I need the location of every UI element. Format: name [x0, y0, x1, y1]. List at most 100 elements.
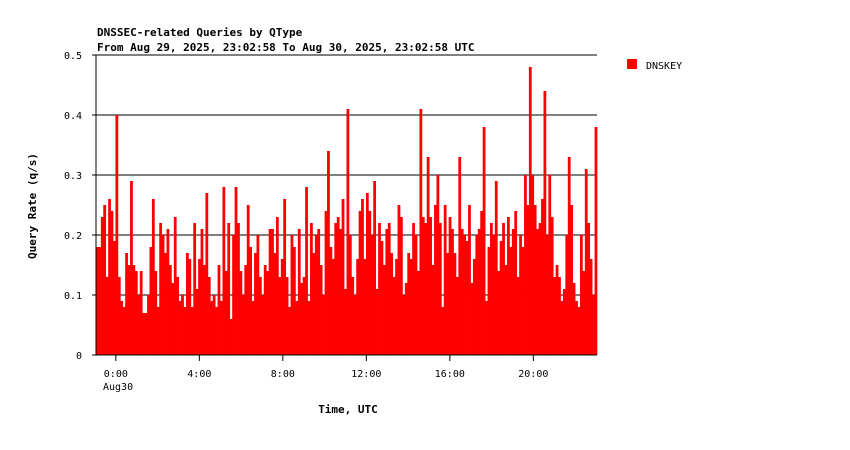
bar — [280, 259, 284, 355]
bar — [575, 301, 578, 355]
bar — [441, 307, 445, 355]
x-axis-ticks: 0:00 4:00 8:00 12:00 16:00 20:00 — [104, 355, 548, 380]
bar — [499, 241, 503, 355]
bar — [222, 187, 226, 355]
y-tick-label: 0.3 — [64, 171, 82, 182]
bar — [251, 301, 255, 355]
bar — [331, 259, 335, 355]
y-axis-ticks: 0 0.1 0.2 0.3 0.4 0.5 — [64, 51, 96, 362]
bar — [215, 307, 218, 355]
bar — [203, 265, 206, 355]
bar — [472, 259, 476, 355]
bar — [300, 283, 304, 355]
bar — [166, 229, 170, 355]
bar — [368, 211, 372, 355]
bar — [142, 313, 145, 355]
bar — [339, 229, 342, 355]
bar — [122, 307, 126, 355]
bar — [348, 235, 352, 355]
chart-title: DNSSEC-related Queries by QType — [97, 26, 303, 39]
bar — [485, 301, 488, 355]
bar — [127, 265, 131, 355]
bar — [404, 283, 408, 355]
y-tick-label: 0.5 — [64, 51, 82, 62]
bar — [195, 289, 199, 355]
bar — [96, 247, 99, 355]
bar — [132, 265, 136, 355]
y-tick-label: 0.2 — [64, 231, 82, 242]
bar — [531, 175, 535, 355]
bar — [176, 277, 180, 355]
x-axis-label: Time, UTC — [318, 403, 378, 416]
bar — [324, 211, 328, 355]
bar-series — [96, 67, 598, 355]
bar — [188, 259, 192, 355]
bar — [307, 301, 311, 355]
bar — [237, 223, 240, 355]
bar — [548, 175, 552, 355]
bar — [514, 211, 518, 355]
bar — [147, 295, 150, 355]
bar — [407, 253, 411, 355]
bar — [149, 247, 153, 355]
bar — [565, 235, 569, 355]
bar — [234, 187, 238, 355]
bar — [117, 277, 121, 355]
chart-subtitle: From Aug 29, 2025, 23:02:58 To Aug 30, 2… — [97, 41, 475, 54]
bar — [536, 229, 539, 355]
bar — [310, 223, 313, 355]
bar — [193, 223, 197, 355]
bar — [507, 217, 510, 355]
bar — [451, 229, 454, 355]
bar — [504, 265, 508, 355]
y-tick-label: 0.1 — [64, 291, 82, 302]
bar — [526, 205, 530, 355]
bar — [302, 277, 306, 355]
bar — [453, 253, 457, 355]
bar — [426, 157, 430, 355]
bar — [164, 253, 167, 355]
bar — [390, 253, 394, 355]
bar — [297, 229, 301, 355]
bar — [207, 277, 211, 355]
bar — [190, 307, 194, 355]
bar — [577, 307, 581, 355]
bar — [455, 277, 459, 355]
bar — [295, 301, 299, 355]
bar — [373, 181, 377, 355]
bar — [497, 271, 501, 355]
bar — [424, 223, 428, 355]
legend: DNSKEY — [627, 59, 682, 72]
x-tick-label: 4:00 — [187, 369, 211, 380]
bar — [288, 307, 291, 355]
bar — [589, 259, 593, 355]
legend-swatch-dnskey — [627, 59, 637, 69]
bar — [382, 265, 386, 355]
bar — [261, 295, 265, 355]
bar — [446, 253, 449, 355]
bar — [210, 301, 214, 355]
bar — [113, 241, 116, 355]
bar — [429, 217, 432, 355]
bar — [587, 223, 591, 355]
bar — [414, 235, 418, 355]
bar — [293, 247, 296, 355]
bar — [400, 217, 403, 355]
bar — [130, 181, 133, 355]
bar — [524, 175, 527, 355]
bar — [224, 271, 228, 355]
bar — [570, 205, 574, 355]
bar — [220, 301, 223, 355]
bar — [545, 235, 549, 355]
bar — [229, 319, 233, 355]
bar — [198, 259, 201, 355]
bar — [363, 259, 367, 355]
bar — [519, 235, 522, 355]
bar — [227, 223, 231, 355]
bar — [341, 199, 345, 355]
bar — [125, 253, 128, 355]
bar — [492, 235, 496, 355]
bar — [108, 199, 111, 355]
bar — [100, 217, 104, 355]
